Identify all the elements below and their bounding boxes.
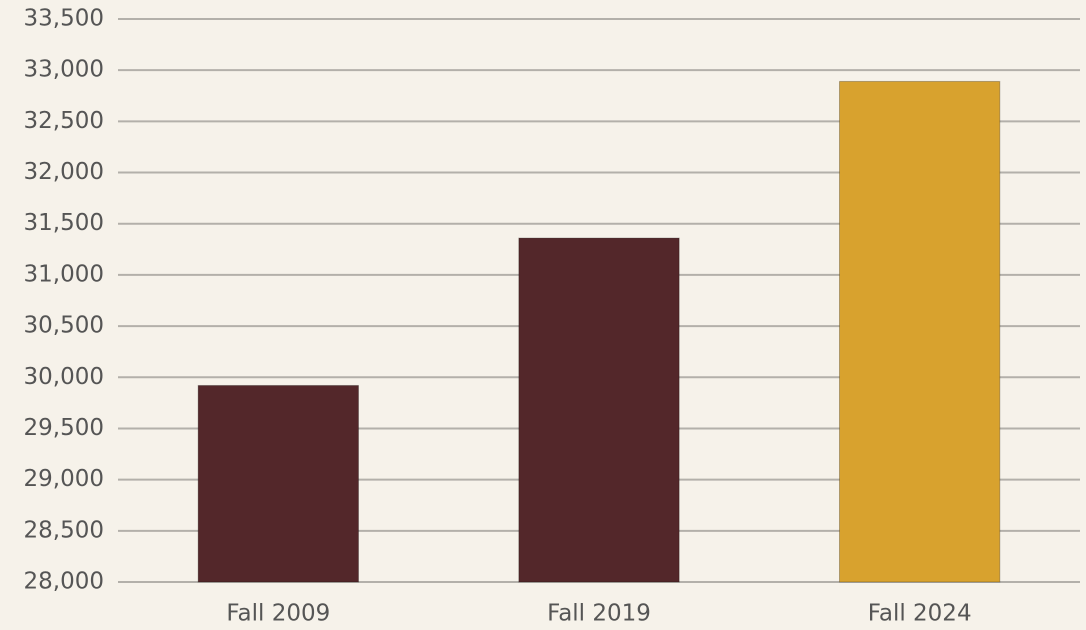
y-tick-label: 29,000 xyxy=(24,466,104,492)
x-tick-label: Fall 2024 xyxy=(868,601,972,627)
y-tick-label: 29,500 xyxy=(24,415,104,441)
y-tick-label: 32,000 xyxy=(24,159,104,185)
y-tick-label: 33,500 xyxy=(24,6,104,32)
y-tick-label: 30,000 xyxy=(24,364,104,390)
bar xyxy=(518,237,680,583)
y-tick-label: 30,500 xyxy=(24,313,104,339)
x-tick-label: Fall 2009 xyxy=(226,601,330,627)
y-tick-label: 31,000 xyxy=(24,261,104,287)
bar xyxy=(839,80,1001,583)
y-tick-label: 32,500 xyxy=(24,108,104,134)
bar xyxy=(197,384,359,583)
y-tick-label: 28,500 xyxy=(24,517,104,543)
x-tick-label: Fall 2019 xyxy=(547,601,651,627)
y-tick-label: 28,000 xyxy=(24,569,104,595)
y-tick-label: 33,000 xyxy=(24,57,104,83)
y-tick-label: 31,500 xyxy=(24,210,104,236)
